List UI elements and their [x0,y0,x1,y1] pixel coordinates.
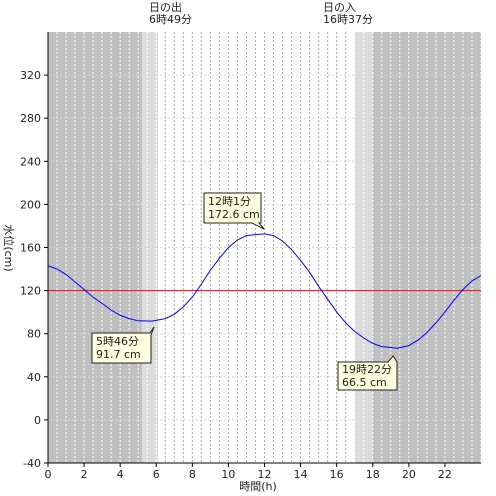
y-tick-label: 240 [20,155,41,168]
tide-level-line [47,233,482,349]
series-layer [47,233,482,349]
annotation-low-tide-morning: 5時46分 91.7 cm [91,326,155,364]
sunrise-label: 日の出 [149,0,182,14]
sunset-time: 16時37分 [323,13,373,26]
annotation-high-tide: 12時1分 172.6 cm [203,192,265,230]
callout-value: 172.6 cm [208,208,260,221]
callout-box [337,355,398,391]
x-tick-label: 0 [45,468,52,481]
y-tick-label: 80 [27,328,41,341]
sunset-label: 日の入 [323,1,356,14]
y-tick-label: 320 [20,69,41,82]
y-tick-label: 120 [20,285,41,298]
callout-time: 19時22分 [342,363,392,376]
callout-value: 91.7 cm [96,348,141,361]
annotation-low-tide-evening: 19時22分 66.5 cm [337,355,398,391]
callout-value: 66.5 cm [342,376,387,389]
tick-labels: 0 2 4 6 8 10 12 14 16 18 20 22 -40 0 40 80 120 160 200 240 2… [20,69,452,481]
x-tick-label: 6 [153,468,160,481]
x-tick-label: 12 [258,468,272,481]
x-tick-label: 2 [81,468,88,481]
y-tick-label: 200 [20,198,41,211]
sunrise-time: 6時49分 [149,13,192,26]
y-axis-title: 水位(cm) [2,224,16,271]
callout-time: 5時46分 [96,335,139,348]
y-tick-label: 0 [34,414,41,427]
x-tick-label: 4 [117,468,124,481]
x-tick-label: 14 [294,468,308,481]
y-tick-label: 40 [27,371,41,384]
callout-time: 12時1分 [208,195,251,208]
x-tick-label: 8 [189,468,196,481]
x-tick-label: 22 [438,468,452,481]
x-axis-title: 時間(h) [239,480,277,493]
x-tick-label: 16 [330,468,344,481]
y-tick-label: -40 [23,457,41,470]
y-tick-label: 280 [20,112,41,125]
twilight-band [354,32,373,463]
callout-box [91,326,155,364]
x-tick-label: 10 [221,468,235,481]
x-tick-label: 18 [366,468,380,481]
y-tick-label: 160 [20,242,41,255]
axes [44,32,481,467]
x-tick-label: 20 [402,468,416,481]
callout-box [203,192,265,230]
